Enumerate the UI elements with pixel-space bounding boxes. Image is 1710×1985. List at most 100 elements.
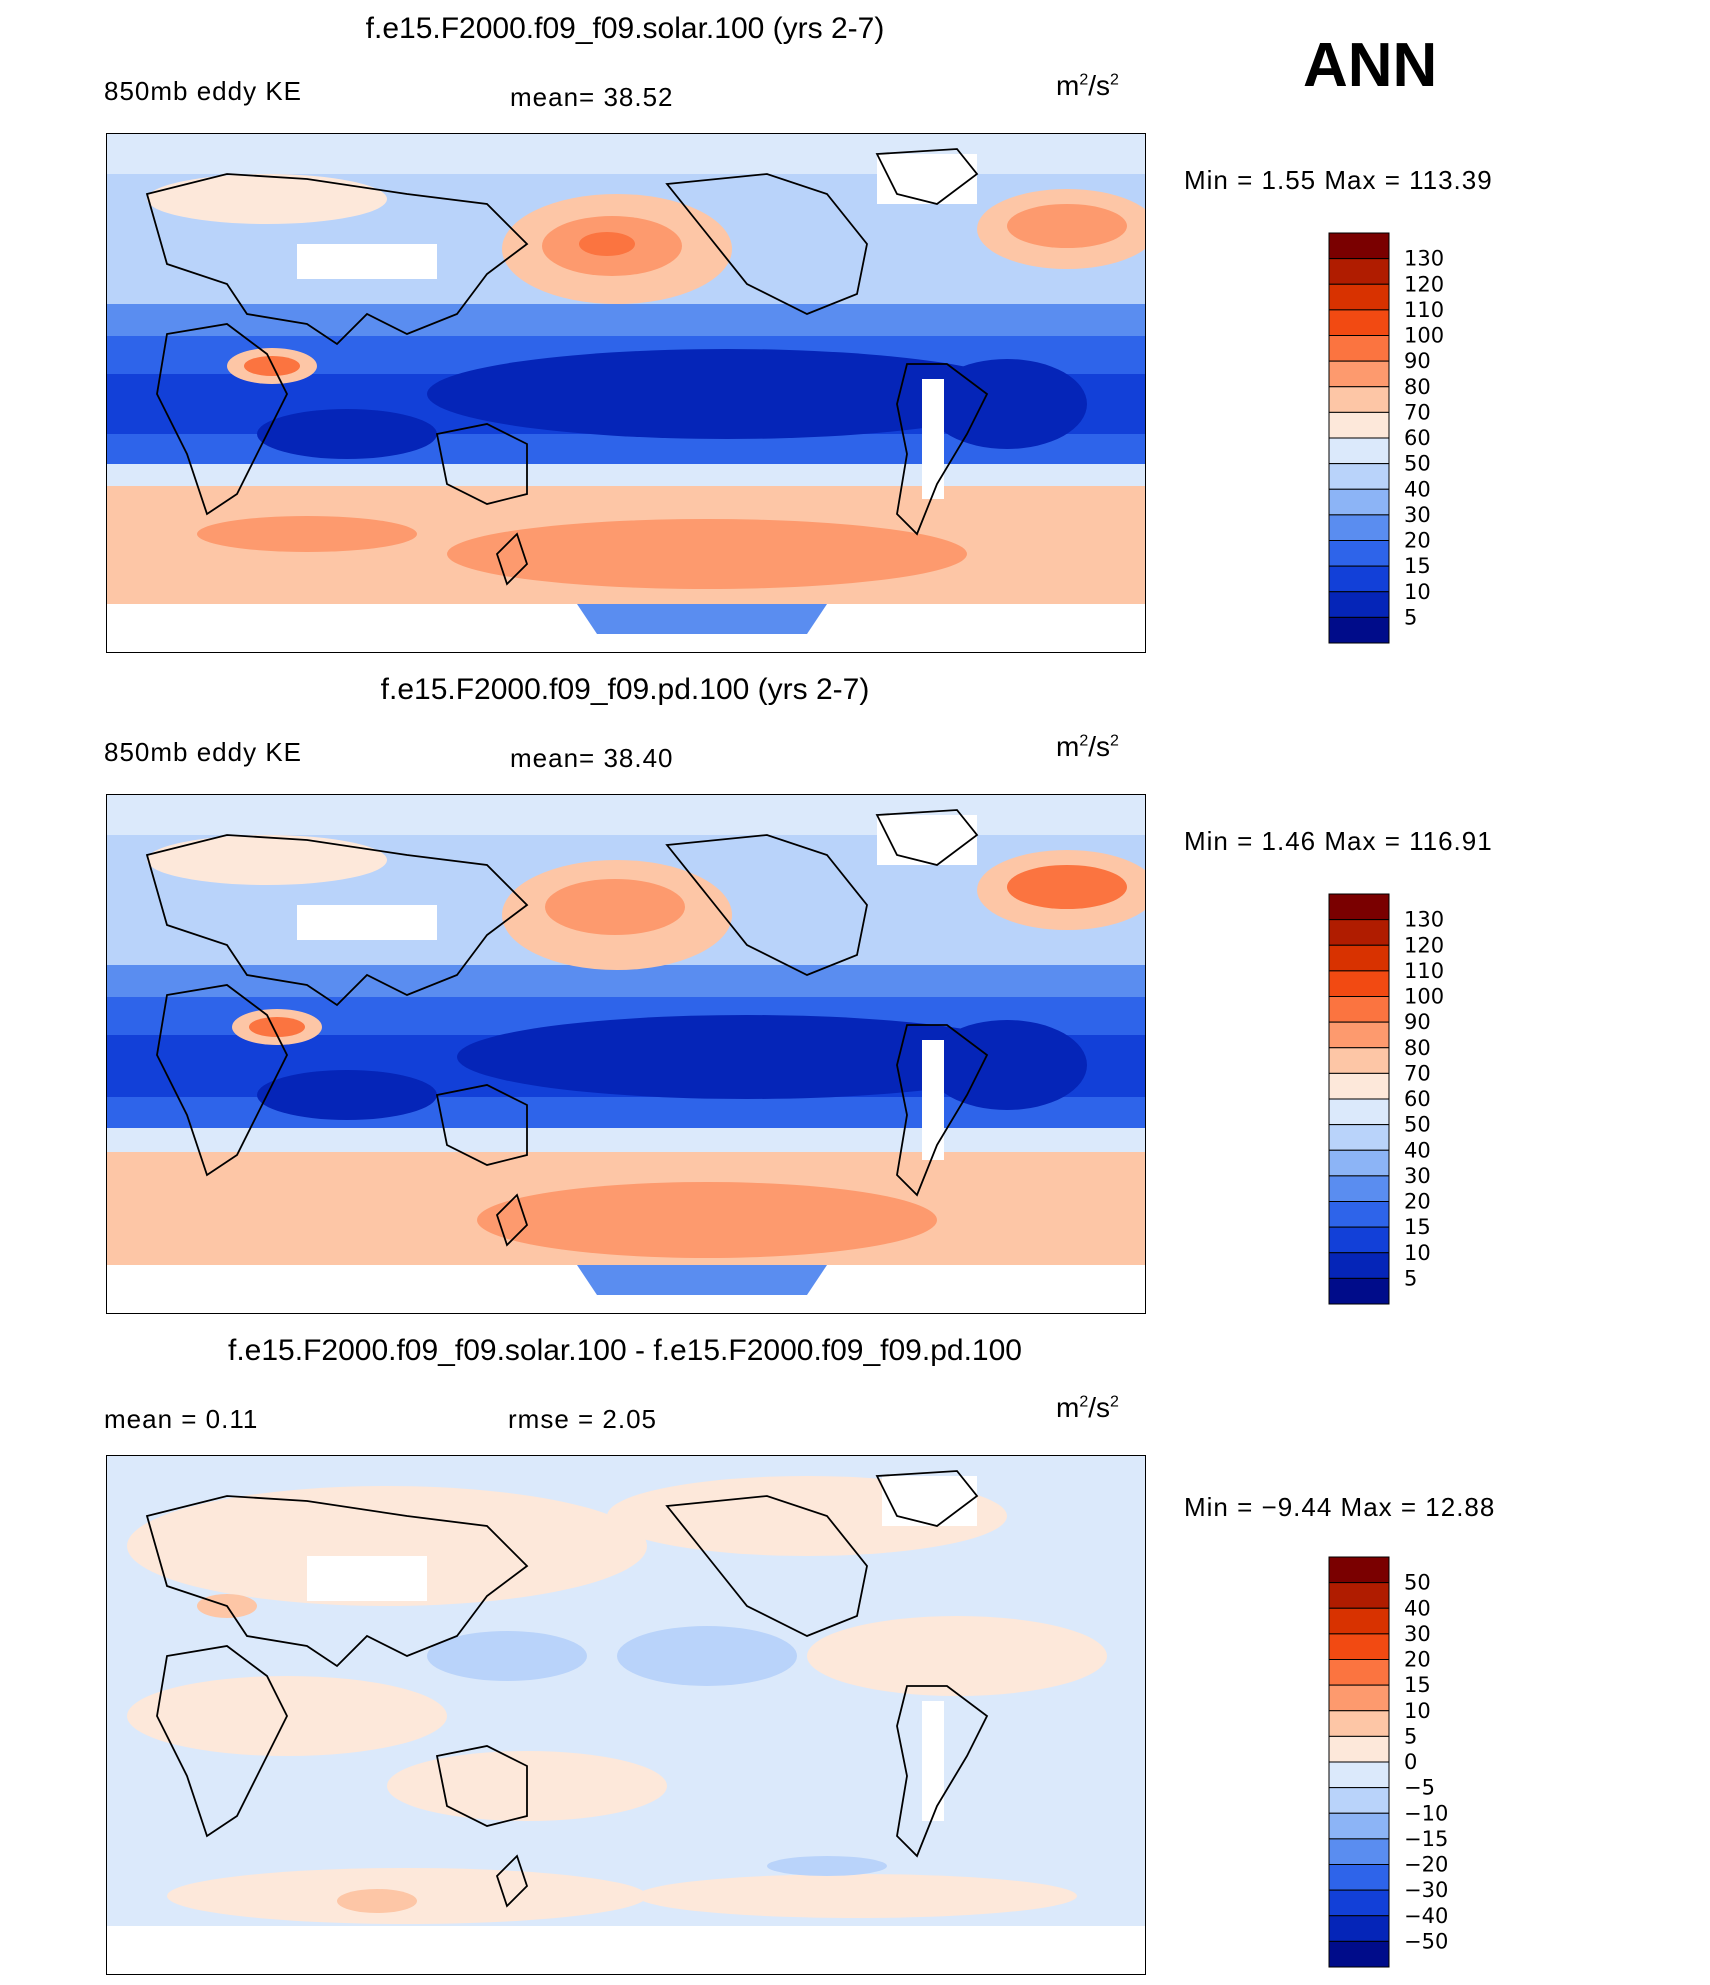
panel-3-colorbar-swatch (1328, 1556, 1390, 1584)
panel-1-colorbar-swatch (1328, 591, 1390, 618)
panel-2-colorbar-swatch (1328, 996, 1390, 1023)
panel-2-colorbar-label: 20 (1404, 1190, 1431, 1214)
panel-3-colorbar-swatch (1328, 1940, 1390, 1968)
panel-2-colorbar-label: 110 (1404, 959, 1444, 983)
panel-3-mean: mean = 0.11 (104, 1404, 259, 1434)
panel-1-colorbar-swatch (1328, 335, 1390, 362)
panel-2-colorbar-label: 70 (1404, 1061, 1431, 1085)
panel-2-colorbar-swatch (1328, 1201, 1390, 1228)
panel-1-title: f.e15.F2000.f09_f09.solar.100 (yrs 2-7) (365, 12, 885, 45)
panel-2-colorbar: 130 120 110 100 90 80 70 60 50 40 30 20 15 10 5 (1328, 893, 1469, 1305)
panel-2-colorbar-swatch (1328, 944, 1390, 972)
panel-2-colorbar-swatch (1328, 1098, 1390, 1126)
panel-1-colorbar-label: 50 (1404, 452, 1431, 476)
panel-2-colorbar-swatch (1328, 1226, 1390, 1254)
panel-3-coastlines (145, 1470, 989, 1908)
panel-1-colorbar-swatch (1328, 488, 1390, 516)
panel-1-colorbar-swatch (1328, 258, 1390, 285)
panel-1-colorbar-swatch (1328, 437, 1390, 465)
panel-2-coastlines (145, 809, 989, 1247)
panel-2-mean: mean= 38.40 (510, 743, 674, 773)
panel-3-colorbar-label: 0 (1404, 1750, 1417, 1774)
panel-2-colorbar-swatch (1328, 1252, 1390, 1279)
panel-2-colorbar-label: 5 (1404, 1266, 1417, 1290)
panel-3-colorbar-swatch (1328, 1633, 1390, 1661)
panel-2-colorbar-label: 60 (1404, 1087, 1431, 1111)
panel-1-colorbar-label: 60 (1404, 426, 1431, 450)
panel-2-units: m2/s2 (1056, 731, 1119, 762)
panel-3-colorbar-swatch (1328, 1838, 1390, 1866)
panel-3-colorbar-swatch (1328, 1915, 1390, 1942)
panel-2-colorbar-swatch (1328, 1124, 1390, 1151)
panel-3-colorbar-label: −50 (1404, 1929, 1448, 1953)
panel-1-colorbar-label: 70 (1404, 400, 1431, 424)
panel-2-colorbar-swatch (1328, 1149, 1390, 1177)
panel-2-colorbar-label: 30 (1404, 1164, 1431, 1188)
panel-1-colorbar-swatch (1328, 360, 1390, 388)
panel-1-colorbar-label: 130 (1404, 247, 1444, 271)
panel-3-colorbar: 50 40 30 20 15 10 5 0 −5 −10 −15 −20 −30 −40 −50 (1328, 1556, 1469, 1968)
panel-3-colorbar-swatch (1328, 1659, 1390, 1686)
panel-3-map (106, 1455, 1146, 1975)
panel-3-colorbar-label: 30 (1404, 1622, 1431, 1646)
season-label: ANN (1303, 31, 1438, 100)
panel-2-colorbar-label: 120 (1404, 933, 1444, 957)
panel-3-colorbar-swatch (1328, 1864, 1390, 1891)
panel-2-colorbar-swatch (1328, 1021, 1390, 1049)
panel-3-colorbar-swatch (1328, 1710, 1390, 1737)
panel-3-colorbar-swatch (1328, 1889, 1390, 1917)
panel-1-colorbar-label: 110 (1404, 298, 1444, 322)
panel-3-field (107, 1456, 1145, 1974)
panel-2-colorbar-label: 130 (1404, 908, 1444, 932)
panel-1-colorbar-label: 5 (1404, 605, 1417, 629)
panel-3-colorbar-label: 15 (1404, 1673, 1431, 1697)
panel-1-minmax: Min = 1.55 Max = 113.39 (1184, 165, 1493, 195)
panel-1-colorbar-swatch (1328, 232, 1390, 260)
panel-2-colorbar-label: 80 (1404, 1036, 1431, 1060)
panel-2-colorbar-swatch (1328, 1277, 1390, 1305)
panel-2-colorbar-swatch (1328, 1175, 1390, 1203)
panel-2-colorbar-swatch (1328, 1047, 1390, 1074)
panel-1-variable-label: 850mb eddy KE (104, 76, 303, 106)
panel-2-map (106, 794, 1146, 1314)
panel-1-colorbar-label: 100 (1404, 324, 1444, 348)
panel-1-mean: mean= 38.52 (510, 82, 674, 112)
panel-3-colorbar-swatch (1328, 1787, 1390, 1814)
panel-3-colorbar-label: 20 (1404, 1648, 1431, 1672)
panel-1-colorbar-swatch (1328, 411, 1390, 439)
panel-2-variable-label: 850mb eddy KE (104, 737, 303, 767)
panel-2-colorbar-label: 50 (1404, 1113, 1431, 1137)
panel-1-coastlines (145, 148, 989, 586)
panel-1-colorbar-swatch (1328, 514, 1390, 542)
panel-1-colorbar: 130 120 110 100 90 80 70 60 50 40 30 20 15 10 5 (1328, 232, 1469, 644)
panel-3-minmax: Min = −9.44 Max = 12.88 (1184, 1492, 1496, 1522)
panel-3-colorbar-label: 10 (1404, 1699, 1431, 1723)
panel-1-colorbar-swatch (1328, 540, 1390, 567)
panel-3-units: m2/s2 (1056, 1392, 1119, 1423)
panel-1-map (106, 133, 1146, 653)
panel-1-colorbar-swatch (1328, 309, 1390, 337)
panel-3-title: f.e15.F2000.f09_f09.solar.100 - f.e15.F2… (228, 1334, 1022, 1367)
panel-1-colorbar-label: 30 (1404, 503, 1431, 527)
panel-2-colorbar-label: 40 (1404, 1138, 1431, 1162)
panel-1-colorbar-swatch (1328, 616, 1390, 644)
panel-2-colorbar-swatch (1328, 919, 1390, 946)
panel-3-colorbar-label: −30 (1404, 1878, 1448, 1902)
panel-2-minmax: Min = 1.46 Max = 116.91 (1184, 826, 1493, 856)
panel-3-colorbar-swatch (1328, 1684, 1390, 1712)
panel-1-colorbar-swatch (1328, 283, 1390, 311)
panel-2-colorbar-swatch (1328, 970, 1390, 998)
panel-3-colorbar-label: 5 (1404, 1724, 1417, 1748)
panel-1-colorbar-swatch (1328, 463, 1390, 490)
panel-3-colorbar-label: −20 (1404, 1853, 1448, 1877)
panel-1-colorbar-label: 10 (1404, 580, 1431, 604)
panel-1-colorbar-label: 15 (1404, 554, 1431, 578)
panel-1-field (107, 134, 1145, 652)
panel-3-colorbar-swatch (1328, 1812, 1390, 1840)
panel-3-colorbar-label: −40 (1404, 1904, 1448, 1928)
panel-3-colorbar-label: −15 (1404, 1827, 1448, 1851)
panel-2-colorbar-swatch (1328, 893, 1390, 921)
panel-3-colorbar-swatch (1328, 1582, 1390, 1609)
panel-1-colorbar-label: 90 (1404, 349, 1431, 373)
panel-1-colorbar-swatch (1328, 386, 1390, 413)
